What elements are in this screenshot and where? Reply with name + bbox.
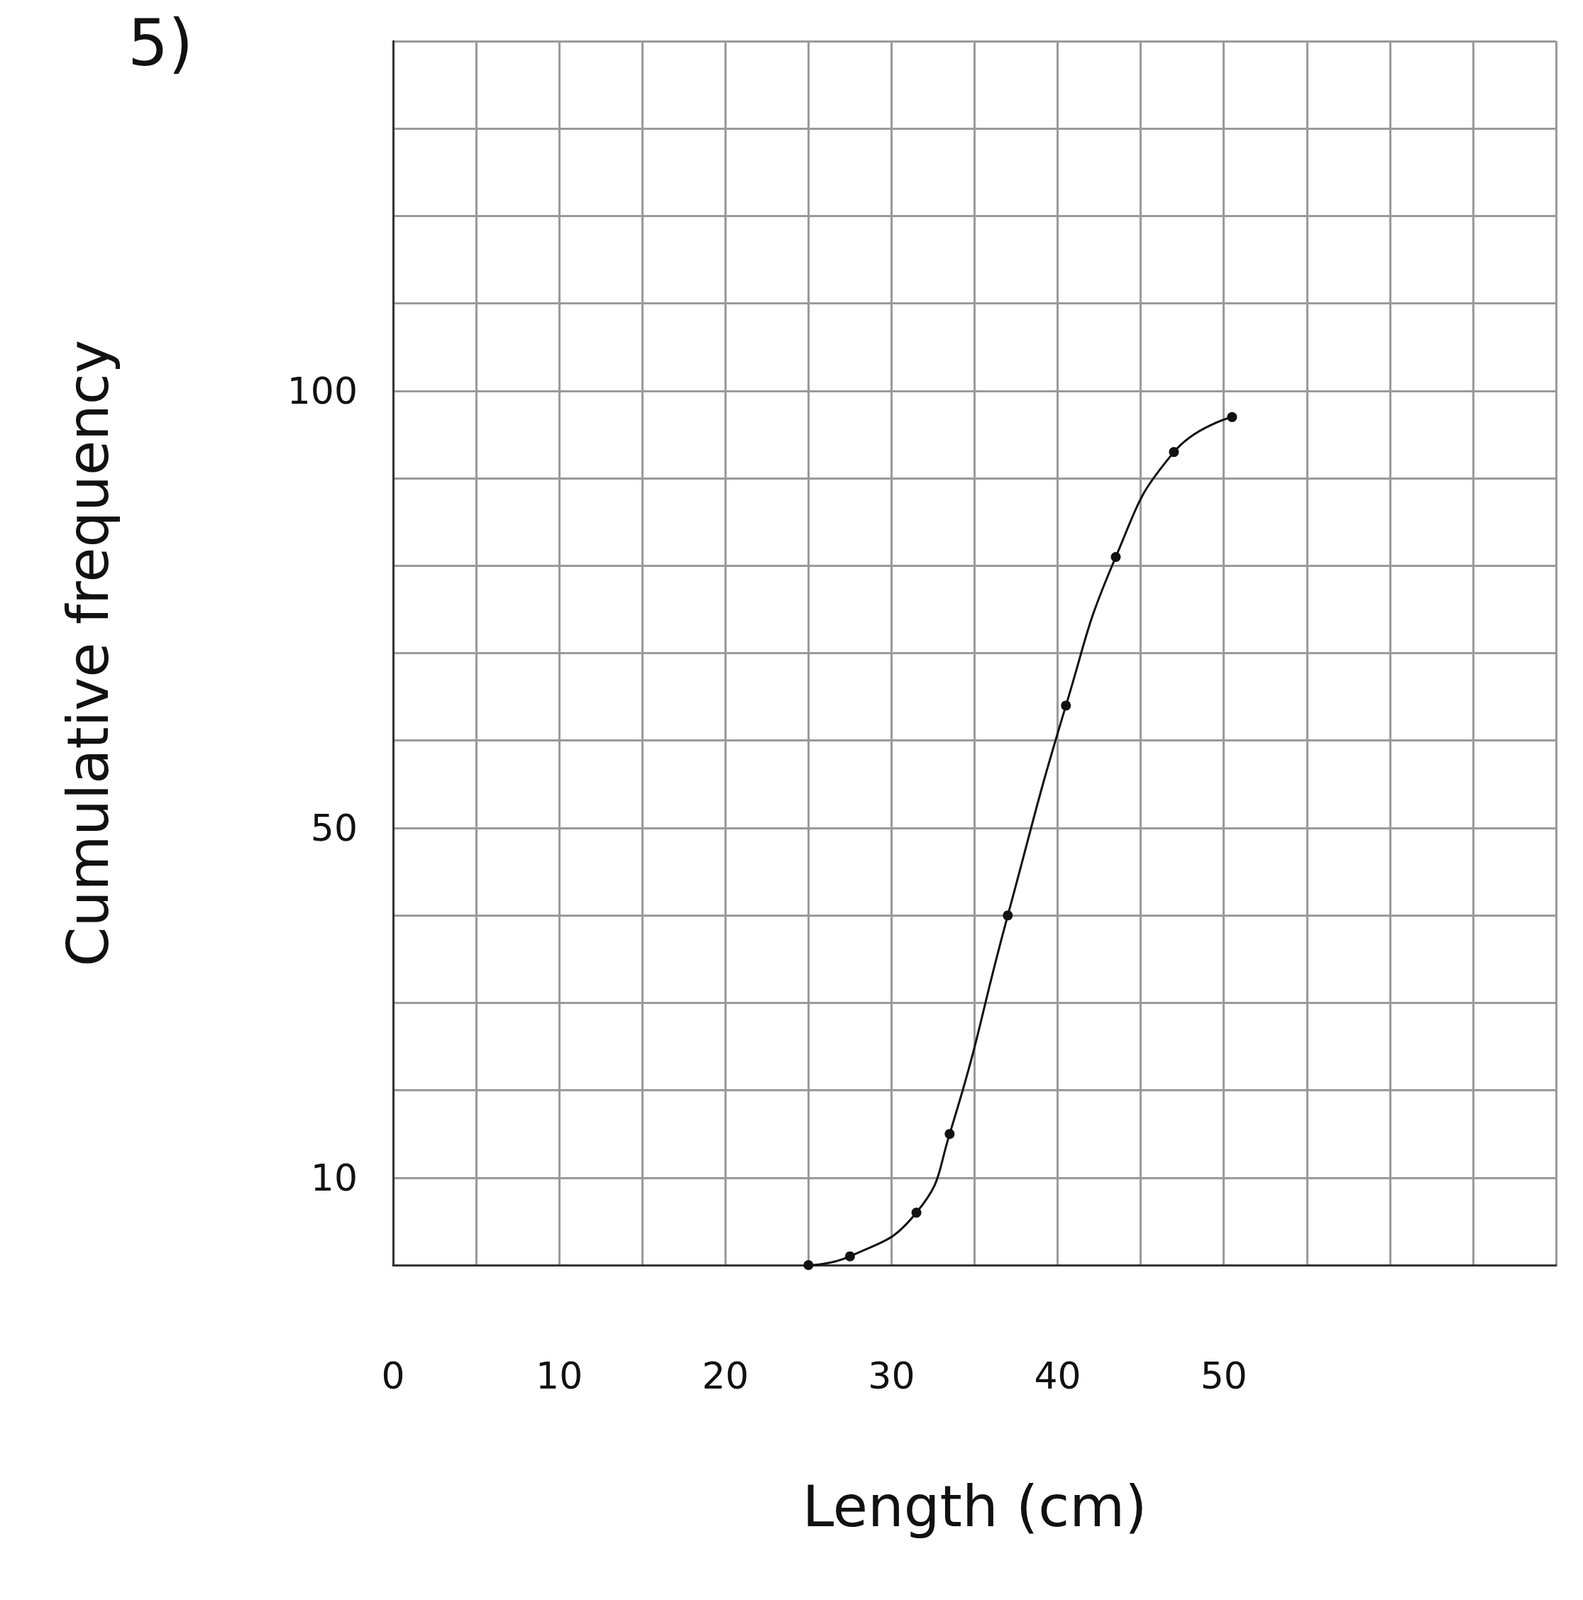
svg-text:Length (cm): Length (cm) (802, 1473, 1148, 1540)
svg-text:5): 5) (127, 5, 193, 81)
svg-text:10: 10 (535, 1354, 583, 1398)
svg-text:20: 20 (701, 1354, 749, 1398)
svg-text:Cumulative frequency: Cumulative frequency (55, 339, 122, 967)
svg-text:40: 40 (1033, 1354, 1081, 1398)
svg-text:50: 50 (310, 806, 358, 850)
svg-text:30: 30 (867, 1354, 915, 1398)
svg-text:10: 10 (310, 1156, 358, 1200)
svg-text:50: 50 (1200, 1354, 1248, 1398)
svg-text:100: 100 (287, 369, 358, 413)
svg-text:0: 0 (381, 1354, 405, 1398)
